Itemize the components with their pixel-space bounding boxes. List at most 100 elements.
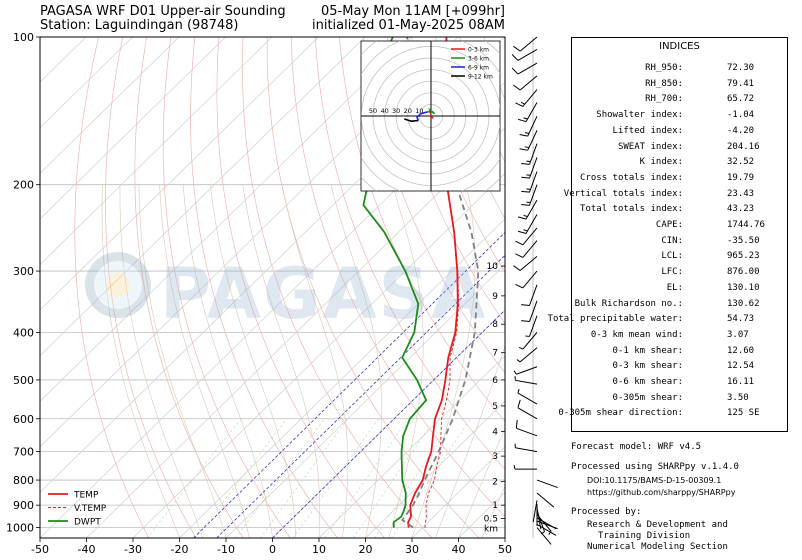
index-label: 0-1 km shear: — [612, 345, 683, 356]
mixing-ratio-line — [146, 418, 242, 538]
wind-barb — [514, 376, 538, 385]
hodograph-ring-label: 20 — [404, 107, 412, 115]
wind-barb — [513, 36, 538, 52]
wind-barb — [521, 300, 538, 323]
wind-barb — [515, 240, 538, 258]
hodograph-inset: 50 40 30 20 10 0-3 km 3-6 km 6-9 km 9-12 km — [360, 40, 501, 192]
barb-staff — [519, 255, 538, 271]
index-label: RH_850: — [645, 78, 683, 89]
moist-adiabat-line — [242, 184, 320, 538]
barb-half-feather — [524, 132, 530, 134]
index-value: 876.00 — [727, 267, 760, 278]
dry-adiabat-line — [134, 37, 244, 538]
wind-barb — [515, 270, 538, 289]
index-label: EL: — [666, 282, 683, 293]
barb-staff — [529, 184, 538, 206]
hodograph-trace — [427, 107, 436, 115]
x-tick-label: -30 — [124, 543, 142, 556]
moist-adiabat-line — [481, 485, 505, 538]
wind-barb — [514, 443, 538, 453]
barb-staff — [525, 199, 538, 220]
title-station: Station: Laguindingan (98748) — [40, 18, 239, 33]
barb-feather — [515, 283, 524, 289]
title-model: PAGASA WRF D01 Upper-air Sounding — [40, 4, 286, 19]
wind-barb — [515, 89, 538, 107]
reference-isotherm — [193, 231, 505, 538]
dry-adiabat-line — [411, 37, 505, 273]
wind-barb — [536, 492, 555, 508]
mixing-ratio-line — [260, 418, 349, 538]
isotherm-line — [40, 37, 180, 174]
hodograph-trace — [429, 112, 434, 119]
barb-half-feather — [513, 370, 517, 375]
km-label: 6 — [492, 376, 498, 386]
mixing-ratio-line — [195, 418, 288, 538]
dry-adiabat-line — [105, 37, 197, 538]
x-tick-label: 50 — [498, 543, 512, 556]
wind-barb — [521, 171, 538, 193]
isotherm-line — [132, 172, 505, 538]
footer-url: https://github.com/sharppy/SHARPpy — [587, 488, 736, 497]
wind-barb — [532, 500, 538, 523]
barb-half-feather — [516, 359, 521, 363]
barb-feather — [517, 399, 521, 408]
barb-feather — [517, 216, 527, 220]
barb-feather — [519, 134, 528, 137]
dry-adiabat-line — [314, 37, 505, 470]
title-init-time: initialized 01-May-2025 08AM — [311, 18, 505, 33]
wind-barb — [518, 332, 538, 350]
barb-staff — [525, 102, 538, 122]
isotherm-line — [40, 37, 87, 83]
barb-staff — [522, 332, 538, 350]
wind-barb — [511, 62, 538, 75]
index-value: 12.60 — [727, 345, 755, 356]
barb-feather — [521, 204, 530, 206]
reference-isotherm — [216, 254, 505, 538]
barb-feather — [513, 45, 521, 52]
index-value: 1744.76 — [727, 220, 765, 230]
wind-barb — [517, 399, 538, 420]
y-tick-label: 900 — [13, 499, 34, 512]
barb-staff — [527, 115, 538, 137]
index-label: Cross totals index: — [580, 172, 683, 183]
index-value: 43.23 — [727, 204, 755, 215]
wind-barb — [517, 388, 538, 405]
x-tick-label: 20 — [359, 543, 373, 556]
chart-title-left: PAGASA WRF D01 Upper-air Sounding Statio… — [40, 5, 286, 33]
barb-staff — [515, 447, 538, 453]
dry-adiabat-line — [74, 37, 150, 538]
wind-barb — [519, 130, 538, 151]
hodograph-area: 50 40 30 20 10 — [361, 41, 500, 191]
barb-feather — [521, 163, 530, 165]
wind-barb — [536, 507, 542, 530]
x-tick-label: 30 — [405, 543, 419, 556]
footer-division-1: Research & Development and — [587, 520, 728, 530]
barb-feather — [521, 320, 530, 323]
wind-barb — [516, 347, 538, 363]
wind-barbs — [511, 36, 558, 545]
barb-staff — [517, 62, 538, 75]
barb-feather — [513, 84, 521, 91]
index-label: SWEAT index: — [617, 141, 683, 152]
moist-adiabat-line — [330, 184, 382, 538]
barb-half-feather — [523, 117, 528, 120]
wind-barb — [521, 157, 538, 179]
hodograph-trace — [404, 118, 419, 123]
barb-staff — [522, 270, 538, 289]
isotherm-line — [40, 37, 319, 311]
index-label: RH_700: — [645, 94, 683, 105]
wind-barb — [515, 227, 538, 246]
barb-staff — [517, 407, 538, 420]
x-tick-label: -40 — [78, 543, 96, 556]
isotherm-line — [272, 309, 505, 538]
x-tick-label: -10 — [217, 543, 235, 556]
footer-division-2: Training Division — [598, 531, 691, 541]
x-tick-label: -50 — [31, 543, 49, 556]
mixing-ratio-line — [391, 418, 471, 538]
index-value: 12.54 — [727, 361, 755, 372]
index-value: -1.04 — [727, 110, 755, 121]
isotherm-line — [365, 400, 505, 538]
barb-staff — [516, 366, 538, 375]
